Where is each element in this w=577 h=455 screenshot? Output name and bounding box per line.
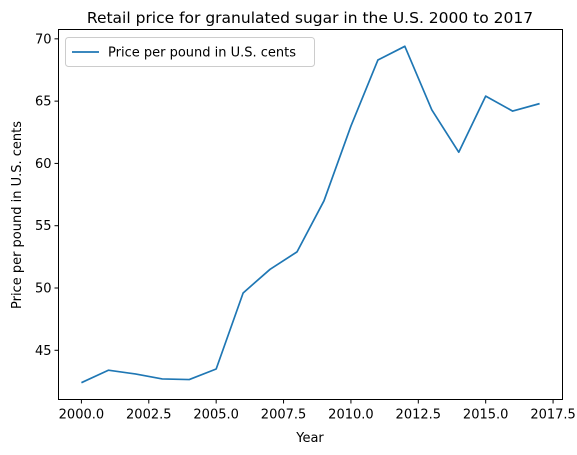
x-tick-label: 2017.5 [530,408,576,423]
legend-label: Price per pound in U.S. cents [108,46,296,61]
y-axis-label: Price per pound in U.S. cents [10,121,25,309]
legend: Price per pound in U.S. cents [65,37,315,67]
x-axis: 2000.0 2002.5 2005.0 2007.5 2010.0 2012.5 2015… [59,399,576,423]
y-tick-label: 70 [35,32,52,47]
x-axis-label: Year [295,431,324,446]
x-tick-label: 2010.0 [328,408,374,423]
y-tick-label: 55 [35,219,52,234]
legend-frame [65,37,315,67]
series-line [81,45,540,384]
x-tick-label: 2000.0 [59,408,105,423]
data-points [80,45,541,384]
y-tick-label: 60 [35,157,52,172]
x-tick-label: 2005.0 [193,408,239,423]
plot-frame [58,29,563,400]
x-tick-label: 2015.0 [463,408,509,423]
chart-title: Retail price for granulated sugar in the… [87,9,533,27]
y-tick-label: 45 [35,344,52,359]
x-tick-label: 2007.5 [261,408,307,423]
x-tick-label: 2002.5 [126,408,172,423]
y-tick-label: 50 [35,282,52,297]
plot-area: 2000.0 2002.5 2005.0 2007.5 2010.0 2012.5 2015… [35,29,576,423]
y-tick-label: 65 [35,95,52,110]
y-axis: 45 50 55 60 65 70 [35,32,59,359]
x-tick-label: 2012.5 [396,408,442,423]
